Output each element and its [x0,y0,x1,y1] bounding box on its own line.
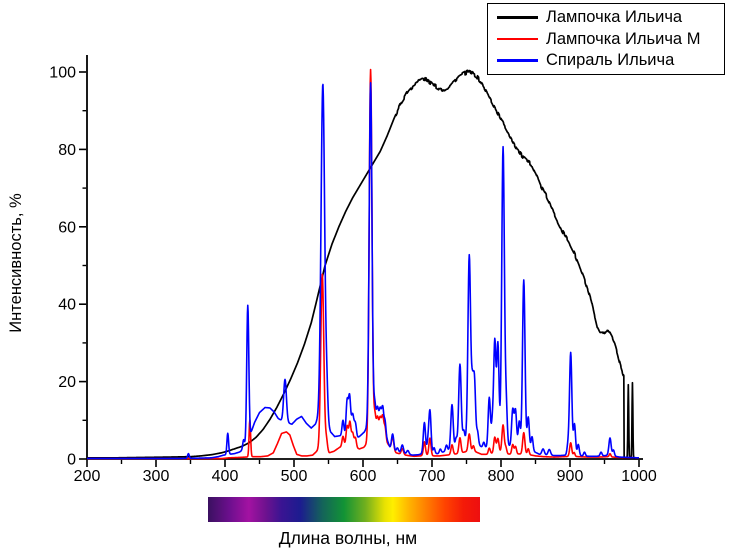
legend-item: Спираль Ильича [497,52,724,69]
x-tick-label: 500 [281,468,308,485]
legend-line-sample [497,16,538,19]
legend-label: Спираль Ильича [546,51,675,70]
x-tick-label: 600 [350,468,377,485]
legend-item: Лампочка Ильича [497,9,724,26]
x-tick-label: 200 [74,468,101,485]
spectrum-curve-2 [86,68,640,460]
x-axis-title: Длина волны, нм [279,528,417,548]
x-tick-label: 900 [557,468,584,485]
spectrum-curve-3 [86,82,640,460]
legend-item: Лампочка Ильича М [497,31,724,48]
x-tick-label: 300 [143,468,170,485]
legend-line-sample [497,37,538,41]
x-tick-label: 400 [212,468,239,485]
legend-line-sample [497,59,538,62]
x-tick-label: 800 [488,468,515,485]
y-tick-label: 80 [58,142,76,159]
y-axis-title: Интенсивность, % [7,193,25,333]
x-tick-label: 1000 [621,468,657,485]
wavelength-colorbar [208,497,480,522]
legend-label: Лампочка Ильича М [546,29,701,48]
x-tick-label: 700 [419,468,446,485]
y-tick-label: 60 [58,219,76,236]
legend-label: Лампочка Ильича [546,8,683,27]
y-tick-label: 40 [58,297,76,314]
spectrum-curve-1 [86,69,640,460]
y-tick-label: 0 [67,452,76,469]
legend-box: Лампочка Ильича Лампочка Ильича М Спирал… [487,3,725,75]
y-tick-label: 100 [49,65,76,82]
y-tick-label: 20 [58,374,76,391]
